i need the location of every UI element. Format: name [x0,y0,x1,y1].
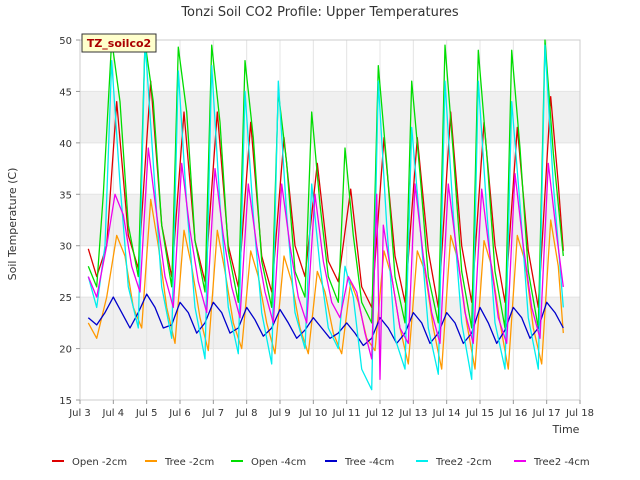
x-axis-label: Time [552,423,580,436]
x-tick-label: Jul 13 [398,408,427,419]
legend-label: Tree2 -4cm [533,457,590,468]
series-line-tree-4cm [87,293,564,347]
x-tick-label: Jul 6 [168,408,191,419]
x-tick-label: Jul 4 [102,408,125,419]
x-tick-label: Jul 12 [365,408,394,419]
x-tick-label: Jul 14 [432,408,461,419]
series-line-tree2-2cm [87,39,564,391]
legend-label: Tree -2cm [164,457,214,468]
y-tick-label: 45 [59,87,72,98]
y-tick-label: 35 [59,190,72,201]
x-tick-label: Jul 15 [465,408,494,419]
plot-band [80,91,580,143]
series-line-open-4cm [87,39,564,329]
x-axis-ticks: Jul 3 Jul 4 Jul 5 Jul 6 Jul 7 Jul 8 Jul 9 Jul 1… [68,400,594,419]
x-tick-label: Jul 3 [68,408,91,419]
annotation-text: TZ_soilco2 [87,37,151,50]
y-tick-label: 30 [59,242,72,253]
x-tick-label: Jul 5 [135,408,158,419]
legend-label: Tree -4cm [344,457,394,468]
y-tick-label: 25 [59,293,72,304]
x-tick-label: Jul 9 [268,408,291,419]
legend-label: Open -2cm [72,457,127,468]
y-tick-label: 20 [59,345,72,356]
x-tick-label: Jul 7 [202,408,225,419]
legend-label: Tree2 -2cm [435,457,492,468]
x-tick-label: Jul 16 [498,408,527,419]
x-tick-label: Jul 11 [332,408,361,419]
chart-title: Tonzi Soil CO2 Profile: Upper Temperatur… [180,5,459,20]
y-tick-label: 15 [59,396,72,407]
series-lines [87,39,564,391]
y-tick-label: 50 [59,36,72,47]
plot-frame [79,39,581,401]
x-tick-label: Jul 8 [235,408,258,419]
x-tick-label: Jul 18 [565,408,594,419]
legend-label: Open -4cm [251,457,306,468]
series-line-tree2-4cm [87,147,564,381]
y-tick-label: 40 [59,139,72,150]
x-tick-label: Jul 10 [298,408,327,419]
y-axis-ticks: 15 20 25 30 35 40 45 50 [59,36,80,407]
y-axis-label: Soil Temperature (C) [6,168,19,281]
annotation-box: TZ_soilco2 [81,33,157,53]
legend: Open -2cm Tree -2cm Open -4cm Tree -4cm Tree… [52,457,590,468]
x-tick-label: Jul 17 [532,408,561,419]
